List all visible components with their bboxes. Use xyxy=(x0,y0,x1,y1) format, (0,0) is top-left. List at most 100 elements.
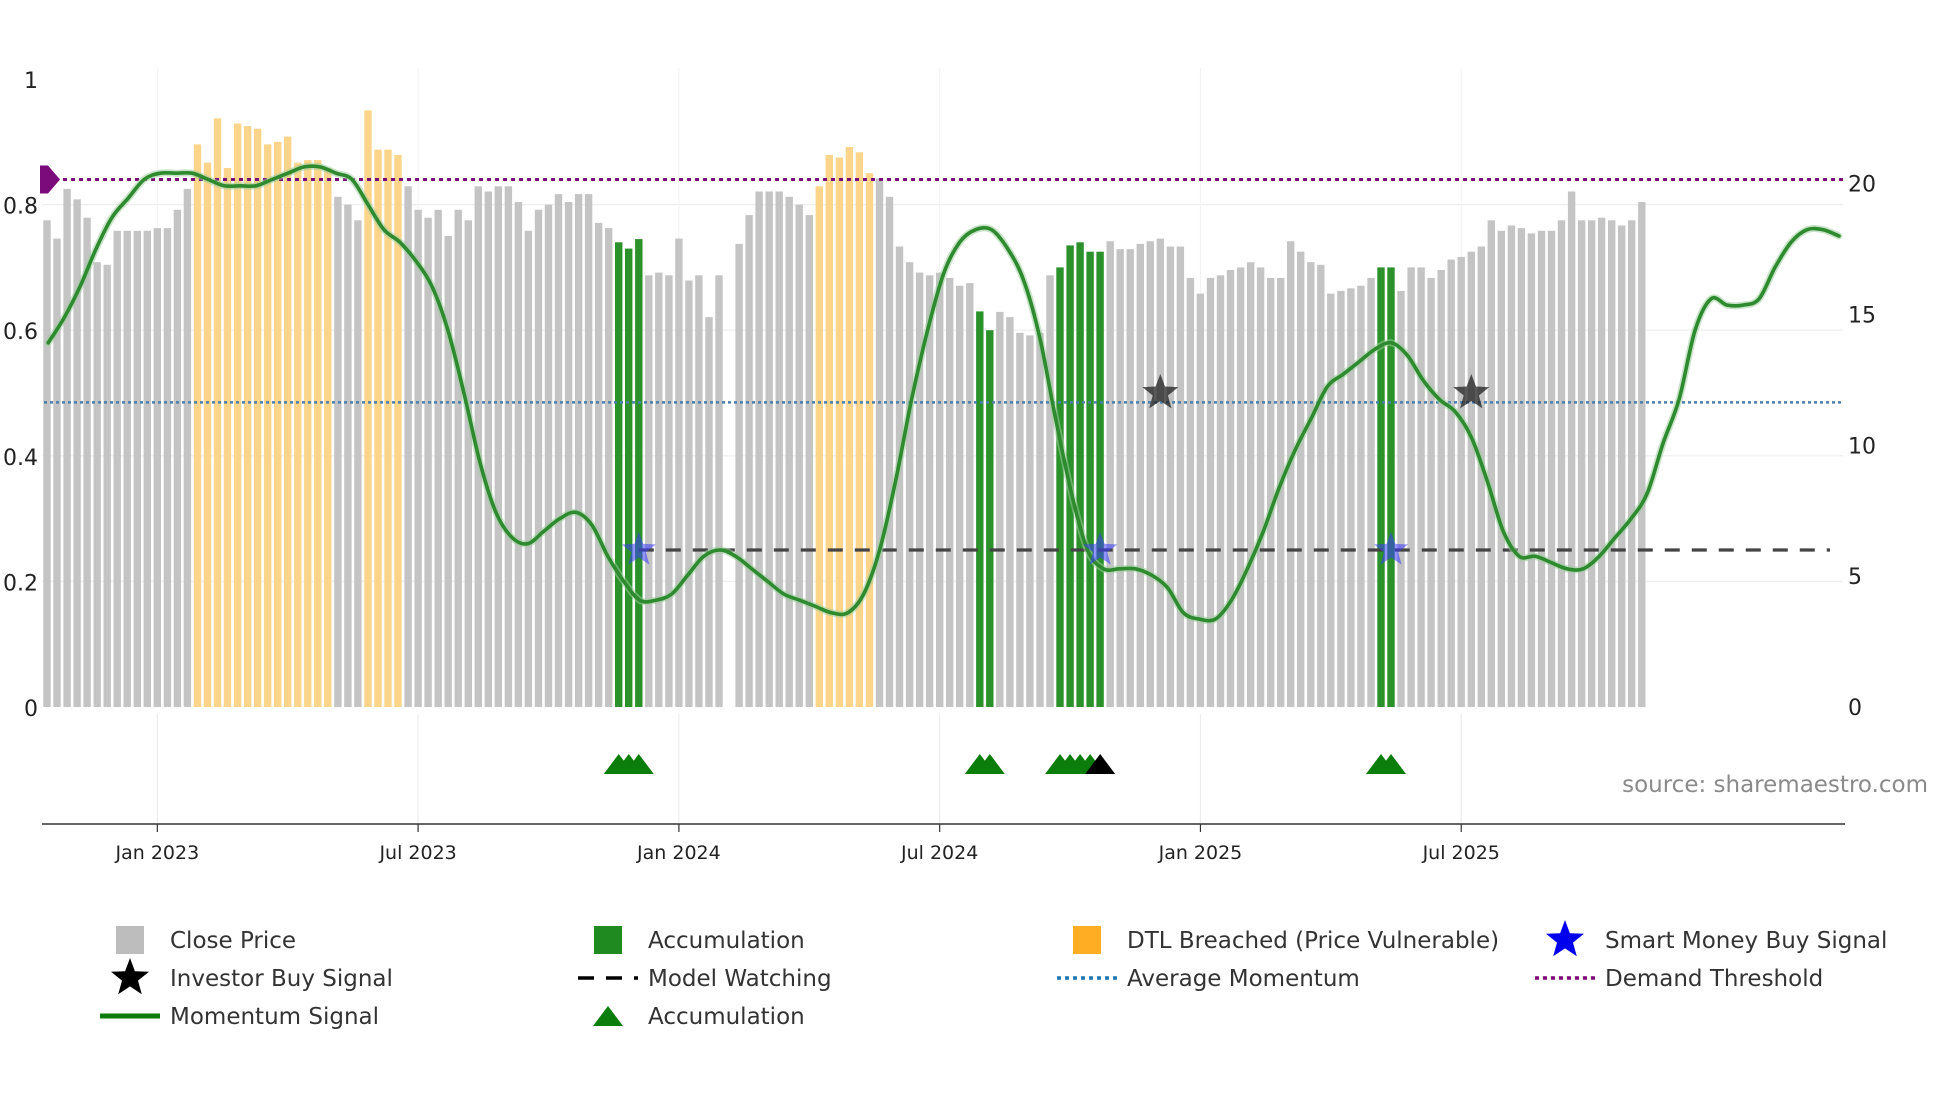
legend-label: Average Momentum xyxy=(1127,966,1360,992)
close-price-bar xyxy=(1577,220,1586,708)
accumulation-triangle xyxy=(1376,754,1407,774)
smart-money-buy-star xyxy=(1373,532,1409,565)
momentum-signal-line xyxy=(46,164,1841,623)
legend-triangle xyxy=(593,1006,623,1026)
accumulation-bar xyxy=(1076,242,1084,708)
dtl-breached-bar xyxy=(223,168,232,707)
close-price-bar xyxy=(1297,251,1305,707)
legend-item: Demand Threshold xyxy=(1535,966,1823,992)
legend-item: Accumulation xyxy=(594,926,805,954)
close-price-bar xyxy=(153,228,161,707)
close-price-bar xyxy=(685,280,693,707)
left-tick-label: 0.8 xyxy=(3,195,38,220)
legend-label: Close Price xyxy=(170,928,296,954)
close-price-bar xyxy=(1347,288,1355,707)
close-price-bar xyxy=(163,228,172,707)
accumulation-bar xyxy=(1086,251,1094,707)
dtl-breached-bar xyxy=(865,173,874,707)
close-price-bar xyxy=(1467,251,1475,707)
close-price-bar xyxy=(705,317,713,707)
close-price-bar xyxy=(1206,277,1215,707)
price-bars xyxy=(43,110,1646,708)
close-price-bar xyxy=(404,186,412,708)
close-price-bar xyxy=(544,204,553,707)
close-price-bar xyxy=(484,191,492,707)
close-price-bar xyxy=(1337,290,1345,707)
legend-item: Accumulation xyxy=(593,1004,805,1030)
accumulation-triangle xyxy=(1085,754,1116,774)
close-price-bar xyxy=(1126,249,1134,707)
close-price-bar xyxy=(534,209,543,708)
x-tick-label: Jul 2023 xyxy=(378,842,456,864)
dtl-breached-bar xyxy=(314,160,322,708)
legend-item: Investor Buy Signal xyxy=(111,958,393,995)
close-price-bar xyxy=(123,230,131,708)
close-price-bar xyxy=(605,228,613,707)
close-price-bar xyxy=(645,275,653,708)
accumulation-bar xyxy=(1377,267,1385,707)
legend-item: Average Momentum xyxy=(1057,966,1360,992)
close-price-bar xyxy=(1587,220,1596,708)
close-price-bar xyxy=(514,202,523,707)
dtl-breached-bar xyxy=(233,123,242,707)
close-price-bar xyxy=(1457,256,1465,707)
legend-label: Model Watching xyxy=(648,966,832,992)
left-tick-label: 0 xyxy=(24,697,38,722)
investor-buy-star xyxy=(1453,374,1490,409)
close-price-bar xyxy=(133,230,141,708)
legend-label: Accumulation xyxy=(648,1004,805,1030)
close-price-bar xyxy=(755,191,763,707)
legend-label: Smart Money Buy Signal xyxy=(1605,928,1887,954)
dtl-breached-bar xyxy=(213,118,222,708)
close-price-bar xyxy=(554,194,563,708)
left-tick-label: 0.2 xyxy=(3,571,38,596)
dtl-breached-bar xyxy=(274,141,282,708)
close-price-bar xyxy=(1628,220,1636,708)
close-price-bar xyxy=(946,277,954,707)
close-price-bar xyxy=(1407,267,1415,707)
legend-label: Accumulation xyxy=(648,928,805,954)
dtl-breached-bar xyxy=(855,152,864,708)
close-price-bar xyxy=(1618,225,1626,707)
close-price-bar xyxy=(1146,241,1154,707)
close-price-bar xyxy=(765,191,773,707)
smart-money-buy-star xyxy=(1083,532,1118,565)
accumulation-triangle xyxy=(974,754,1005,774)
close-price-bar xyxy=(1186,277,1195,707)
close-price-bar xyxy=(735,243,743,707)
close-price-bar xyxy=(1367,277,1375,707)
close-price-bar xyxy=(73,199,81,707)
close-price-bar xyxy=(1106,241,1114,707)
close-price-bar xyxy=(424,217,432,707)
close-price-bar xyxy=(1317,264,1325,707)
legend-label: Demand Threshold xyxy=(1605,966,1823,992)
close-price-bar xyxy=(1567,191,1576,707)
close-price-bar xyxy=(464,220,472,708)
close-price-bar xyxy=(1327,293,1335,707)
close-price-bar xyxy=(915,272,924,707)
legend-swatch xyxy=(594,926,622,954)
close-price-bar xyxy=(1427,277,1435,707)
investor-buy-star xyxy=(1142,374,1179,409)
accumulation-bar xyxy=(615,242,623,708)
right-tick-label: 10 xyxy=(1848,434,1876,459)
close-price-bar xyxy=(715,275,723,708)
close-price-bar xyxy=(93,262,101,707)
close-price-bar xyxy=(1136,243,1144,707)
dtl-breached-bar xyxy=(253,128,262,707)
smart-money-buy-star xyxy=(621,532,656,565)
close-price-bar xyxy=(1236,267,1245,707)
legend-item: Smart Money Buy Signal xyxy=(1546,920,1887,957)
dtl-breached-bar xyxy=(825,154,833,707)
close-price-bar xyxy=(1447,259,1455,707)
dtl-breached-bar xyxy=(284,136,292,708)
close-price-bar xyxy=(1166,246,1175,707)
legend-swatch xyxy=(1073,926,1101,954)
close-price-bar xyxy=(1216,275,1225,708)
x-tick-label: Jul 2024 xyxy=(900,842,978,864)
close-price-bar xyxy=(1507,225,1516,707)
close-price-bar xyxy=(574,194,583,708)
dtl-breached-bar xyxy=(384,149,392,708)
close-price-bar xyxy=(936,272,944,707)
